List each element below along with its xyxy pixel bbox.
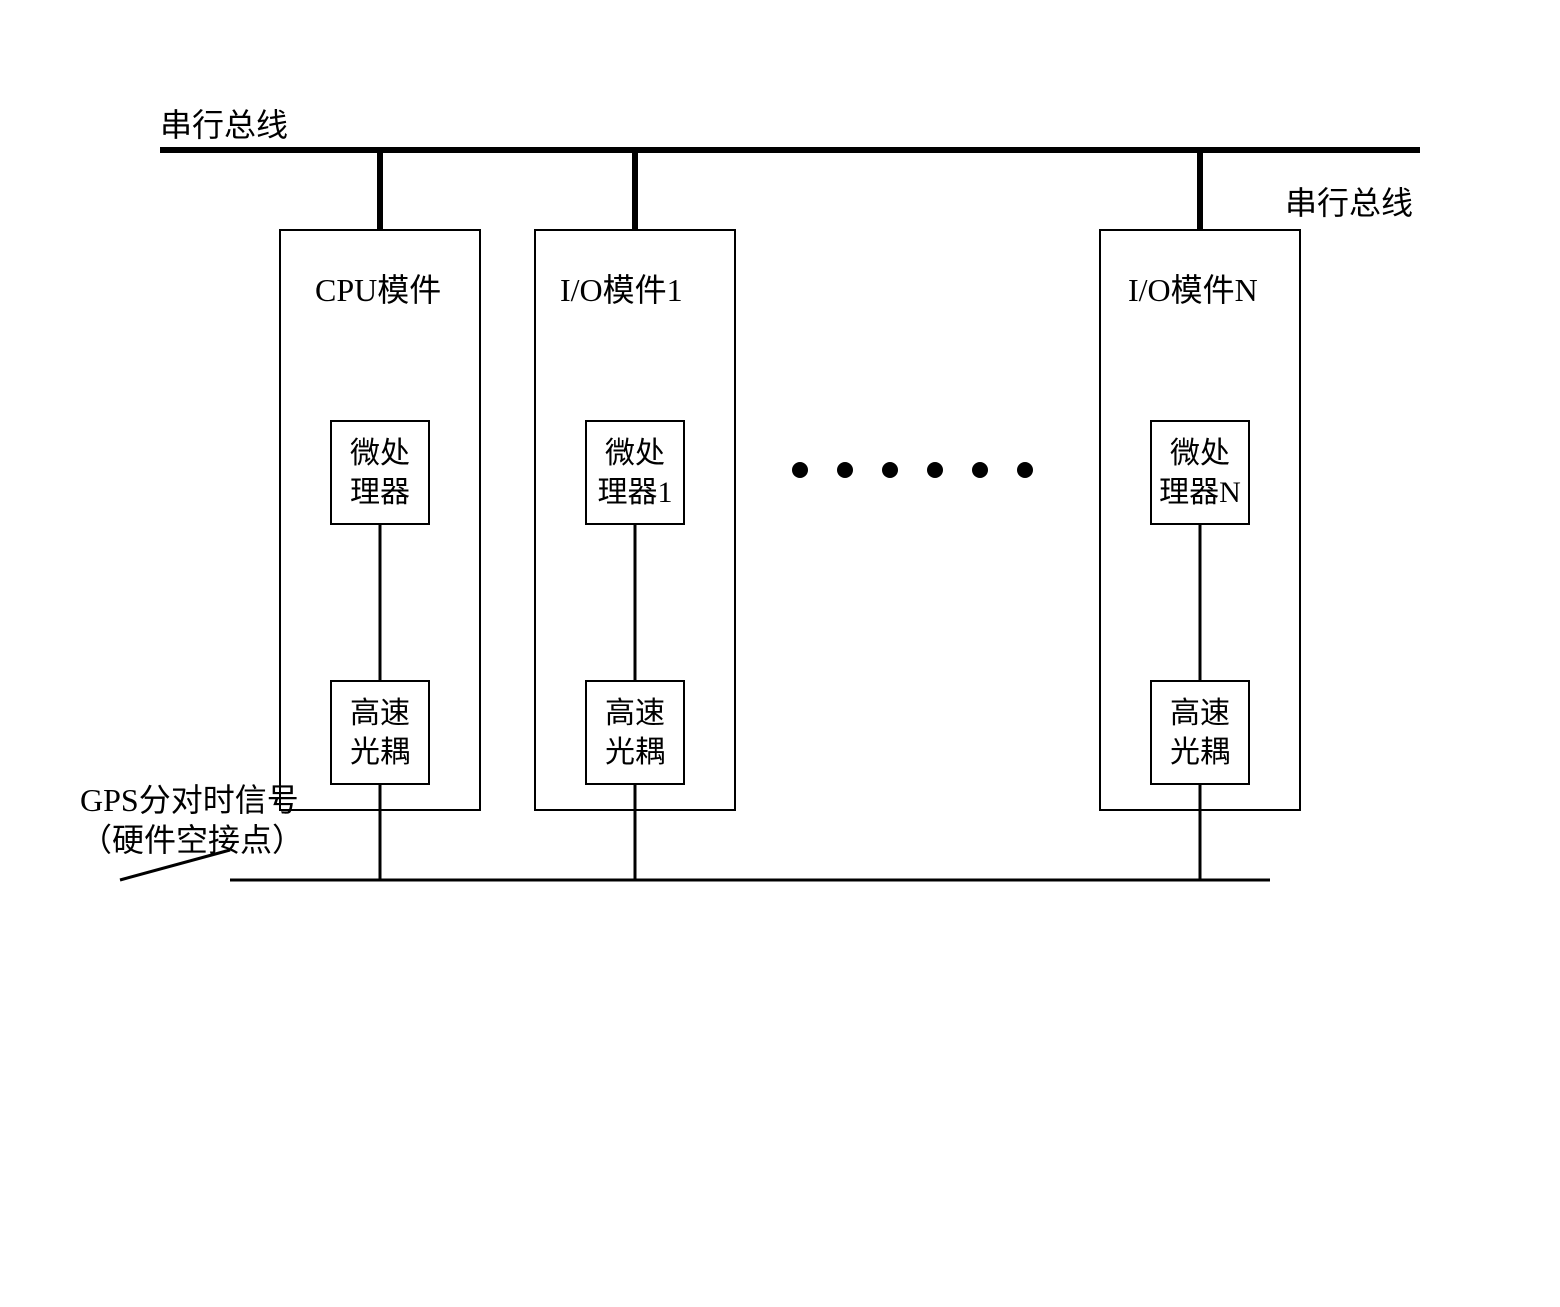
io1-optocoupler-label: 高速光耦 <box>605 694 665 772</box>
ion-microprocessor-label: 微处理器N <box>1159 434 1241 512</box>
io1-optocoupler-box: 高速光耦 <box>585 680 685 785</box>
top-bus-label-left: 串行总线 <box>160 100 288 146</box>
top-bus-label-right: 串行总线 <box>1285 178 1413 224</box>
ion-optocoupler-label: 高速光耦 <box>1170 694 1230 772</box>
cpu-microprocessor-box: 微处理器 <box>330 420 430 525</box>
module-title-ion: I/O模件N <box>1128 265 1258 311</box>
io1-microprocessor-label: 微处理器1 <box>598 434 673 512</box>
ion-optocoupler-box: 高速光耦 <box>1150 680 1250 785</box>
cpu-microprocessor-label: 微处理器 <box>350 434 410 512</box>
ion-microprocessor-box: 微处理器N <box>1150 420 1250 525</box>
gps-label-line2: （硬件空接点） <box>80 815 304 861</box>
cpu-optocoupler-label: 高速光耦 <box>350 694 410 772</box>
cpu-optocoupler-box: 高速光耦 <box>330 680 430 785</box>
module-title-io1: I/O模件1 <box>560 265 683 311</box>
module-title-cpu: CPU模件 <box>315 265 441 311</box>
io1-microprocessor-box: 微处理器1 <box>585 420 685 525</box>
